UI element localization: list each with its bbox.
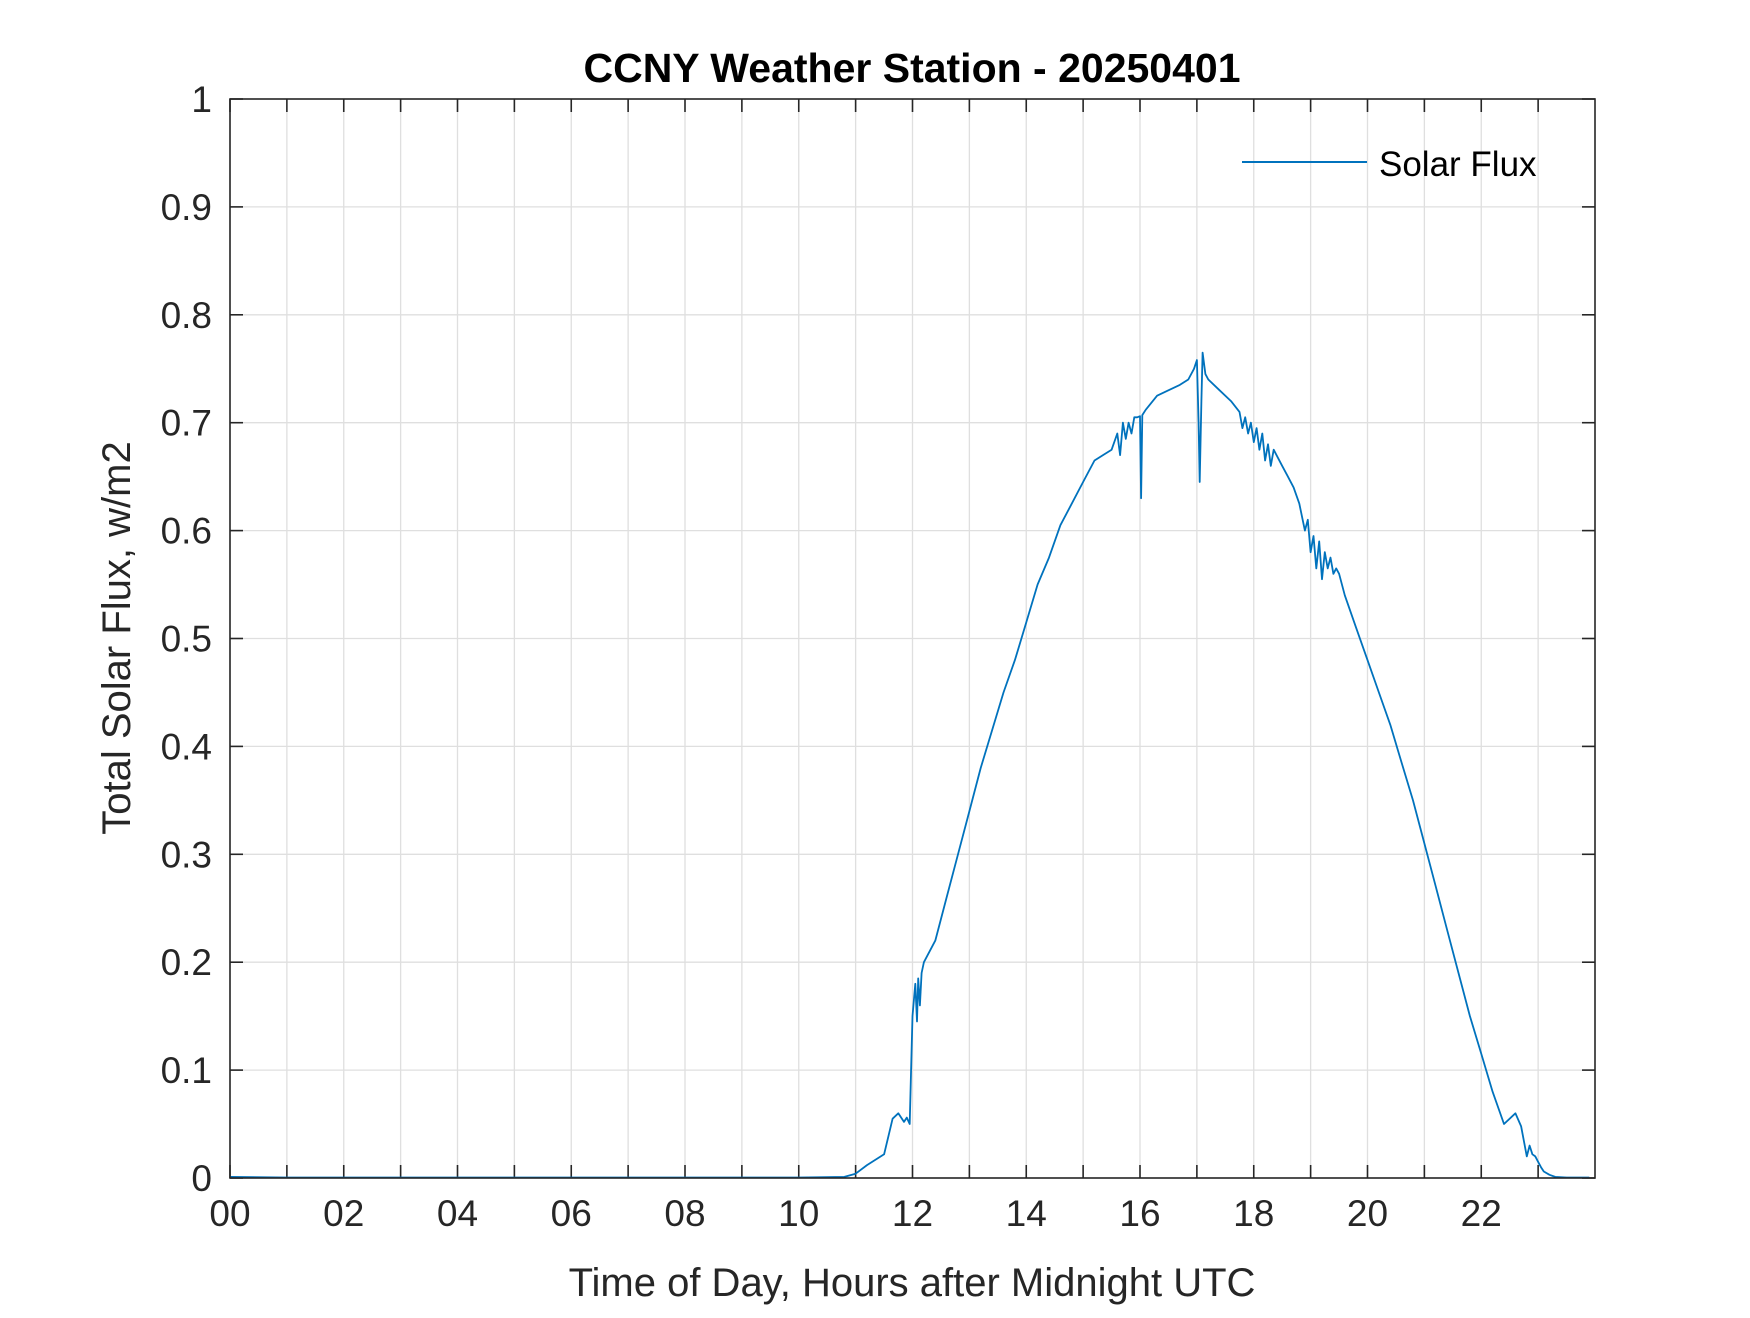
x-tick-label: 22 <box>1461 1193 1502 1234</box>
y-tick-label: 1 <box>191 79 212 120</box>
series-line-solar-flux <box>229 351 1590 1179</box>
x-tick-label: 02 <box>323 1193 364 1234</box>
x-tick-label: 16 <box>1119 1193 1160 1234</box>
y-tick-label: 0.1 <box>161 1050 212 1091</box>
tick-marks <box>229 98 1595 1179</box>
x-tick-labels: 00 02 04 06 08 10 12 14 16 18 20 22 <box>209 1193 1501 1234</box>
legend: Solar Flux <box>1242 145 1537 184</box>
y-tick-label: 0.6 <box>161 511 212 552</box>
x-axis-label: Time of Day, Hours after Midnight UTC <box>569 1261 1256 1305</box>
y-tick-label: 0.7 <box>161 403 212 444</box>
y-tick-label: 0.3 <box>161 834 212 875</box>
axes-box <box>229 98 1596 1179</box>
x-tick-label: 10 <box>778 1193 819 1234</box>
series-layer <box>229 351 1590 1179</box>
y-tick-label: 0.5 <box>161 619 212 660</box>
y-tick-label: 0 <box>191 1158 212 1199</box>
x-tick-label: 12 <box>892 1193 933 1234</box>
y-tick-label: 0.9 <box>161 187 212 228</box>
y-tick-labels: 0 0.1 0.2 0.3 0.4 0.5 0.6 0.7 0.8 0.9 1 <box>161 79 212 1199</box>
x-tick-label: 06 <box>551 1193 592 1234</box>
y-tick-label: 0.4 <box>161 726 212 767</box>
y-tick-label: 0.8 <box>161 295 212 336</box>
chart-title: CCNY Weather Station - 20250401 <box>583 45 1240 91</box>
x-tick-label: 18 <box>1233 1193 1274 1234</box>
x-tick-label: 08 <box>664 1193 705 1234</box>
y-axis-label: Total Solar Flux, w/m2 <box>95 441 139 834</box>
x-tick-label: 20 <box>1347 1193 1388 1234</box>
x-tick-label: 14 <box>1006 1193 1047 1234</box>
y-tick-label: 0.2 <box>161 942 212 983</box>
x-tick-label: 04 <box>437 1193 478 1234</box>
x-tick-label: 00 <box>209 1193 250 1234</box>
legend-label-solar-flux: Solar Flux <box>1379 145 1537 184</box>
